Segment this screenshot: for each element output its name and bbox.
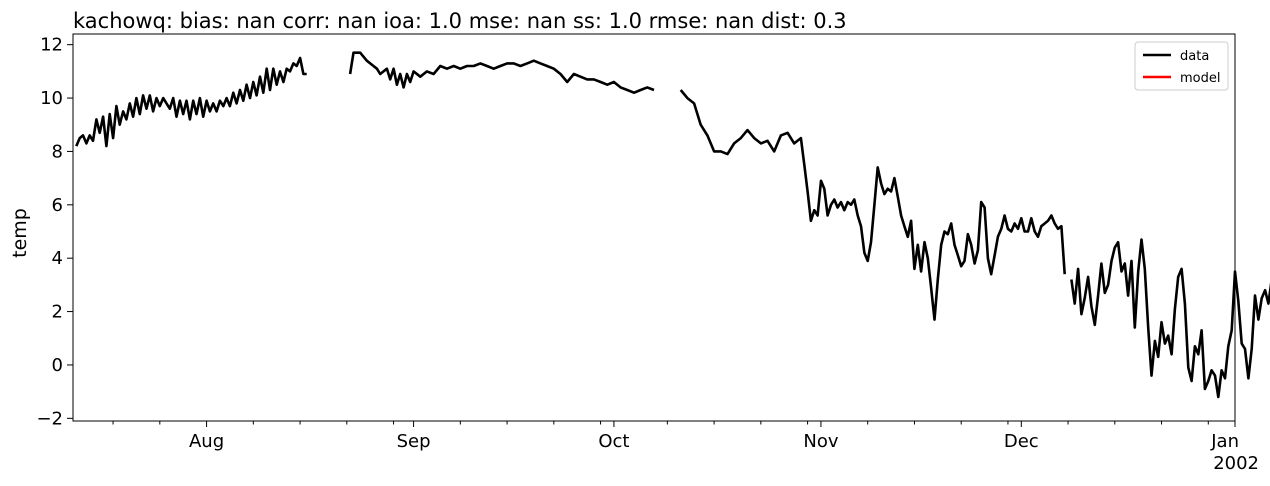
legend-label-model: model	[1180, 71, 1220, 86]
legend-label-data: data	[1180, 49, 1209, 64]
x-tick-label: Aug	[189, 431, 224, 452]
series-line-data	[1070, 238, 1270, 399]
y-tick-label: 4	[52, 248, 63, 269]
plot-area	[75, 51, 1270, 399]
plot-frame	[72, 33, 1236, 422]
chart-title: kachowq: bias: nan corr: nan ioa: 1.0 ms…	[73, 9, 847, 33]
x-tick-year-label: 2002	[1213, 453, 1259, 474]
y-tick-label: 8	[52, 141, 63, 162]
x-tick-label: Oct	[598, 431, 629, 452]
x-tick-label: Jan	[1210, 431, 1239, 452]
x-tick-label: Nov	[803, 431, 838, 452]
series-line-data	[75, 56, 307, 148]
y-tick-label: 10	[40, 88, 63, 109]
y-axis: −2 0 2 4 6 8 10 12	[36, 35, 73, 429]
y-tick-label: 12	[40, 35, 63, 56]
legend[interactable]: data model	[1134, 41, 1229, 91]
series-line-data	[679, 89, 1066, 321]
y-axis-label: temp	[9, 208, 31, 258]
y-tick-label: 6	[52, 195, 63, 216]
series-line-data	[348, 51, 655, 94]
y-tick-label: −2	[36, 408, 63, 429]
y-tick-label: 0	[52, 355, 63, 376]
x-tick-label: Sep	[397, 431, 431, 452]
x-tick-label: Dec	[1004, 431, 1039, 452]
y-tick-label: 2	[52, 302, 63, 323]
